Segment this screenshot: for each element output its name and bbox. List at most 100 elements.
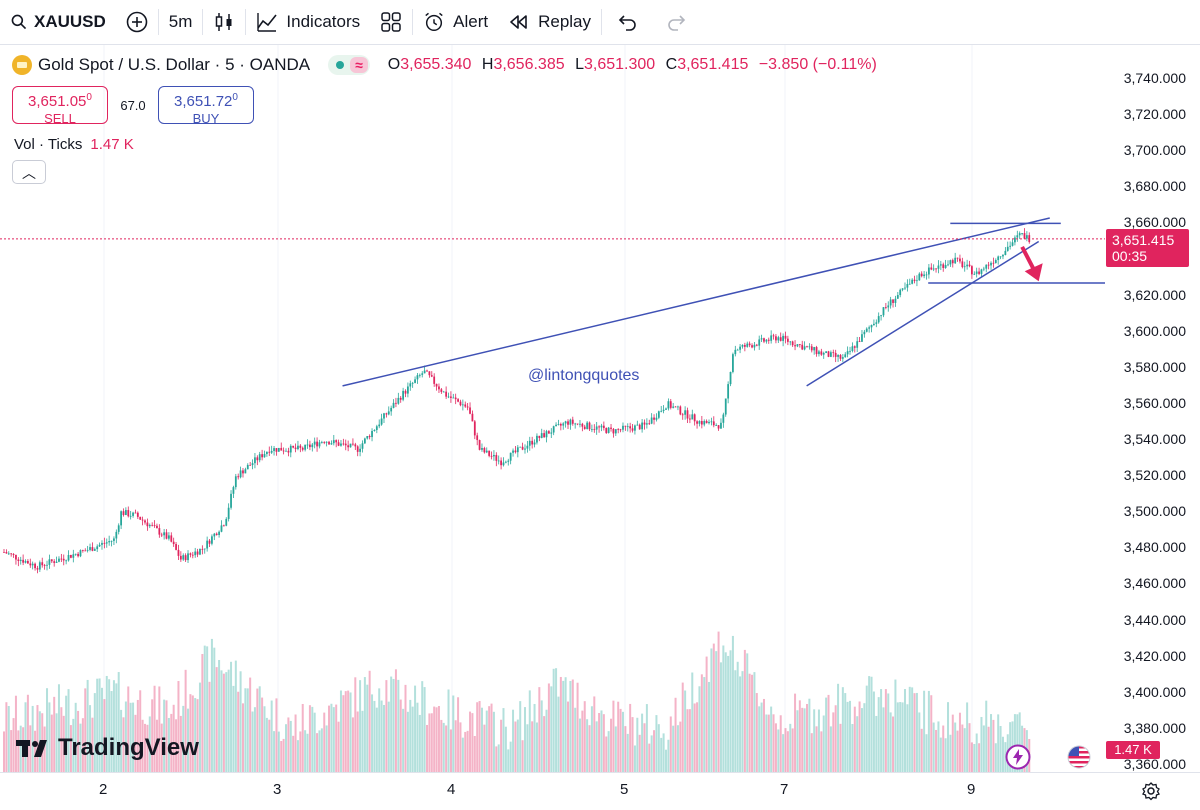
candle (356, 445, 359, 457)
replay-button[interactable]: Replay (498, 0, 601, 44)
candle (292, 445, 295, 449)
volume-bar (14, 695, 17, 772)
candle (163, 528, 166, 540)
candle (818, 349, 820, 357)
candle (806, 345, 808, 348)
interval-button[interactable]: 5m (159, 0, 203, 44)
volume-bar (497, 744, 500, 772)
volume-bar (394, 669, 397, 772)
volume-bar (796, 710, 799, 772)
candle (796, 344, 799, 348)
candle (538, 435, 541, 442)
volume-bar (244, 688, 247, 772)
volume-bar (822, 715, 825, 772)
candle (151, 522, 154, 527)
candle (280, 442, 283, 451)
volume-bar (155, 719, 158, 772)
volume-bar (136, 699, 139, 772)
volume-bar (60, 707, 63, 772)
candle (607, 426, 610, 434)
layout-button[interactable] (370, 0, 412, 44)
volume-bar (476, 702, 479, 772)
volume-bar (158, 686, 161, 772)
candle (564, 420, 567, 428)
candle (822, 351, 825, 359)
volume-bar (43, 726, 46, 772)
volume-bar (825, 697, 828, 772)
price-chart[interactable] (0, 45, 1105, 772)
price-axis[interactable]: 3,740.000 3,720.000 3,700.000 3,680.000 3,66… (1105, 45, 1200, 772)
volume-bar (598, 713, 601, 772)
candle (426, 369, 428, 373)
volume-bar (858, 701, 861, 772)
candle (571, 416, 574, 426)
candle (156, 523, 158, 529)
candle (892, 299, 894, 308)
volume-bar (829, 726, 832, 772)
volume-bar (103, 699, 106, 772)
candle (435, 383, 438, 391)
chart-type-button[interactable] (203, 0, 245, 44)
undo-button[interactable] (602, 0, 652, 44)
candle (674, 406, 677, 408)
volume-legend[interactable]: Vol · Ticks 1.47 K (14, 136, 134, 153)
volume-bar (791, 728, 794, 772)
volume-bar (794, 693, 797, 772)
volume-bar (978, 743, 981, 772)
volume-bar (268, 719, 271, 772)
market-status[interactable]: ≈ (328, 55, 370, 75)
compare-button[interactable] (116, 0, 158, 44)
trend-lines[interactable] (342, 217, 1105, 387)
volume-bar (667, 739, 670, 772)
alert-label: Alert (453, 12, 489, 31)
candle (927, 263, 930, 279)
volume-bar (610, 718, 613, 772)
alert-button[interactable]: Alert (413, 0, 498, 44)
symbol-search[interactable]: XAUUSD (0, 0, 116, 44)
volume-bar (834, 705, 837, 772)
volume-bar (471, 713, 474, 772)
volume-bar (84, 688, 87, 772)
volume-bar (323, 712, 326, 772)
time-axis[interactable]: 2 3 4 5 7 9 (0, 772, 1200, 810)
symbol-title[interactable]: Gold Spot / U.S. Dollar · 5 · OANDA (38, 55, 311, 74)
candle (598, 425, 600, 433)
buy-button[interactable]: 3,651.720 BUY (158, 86, 254, 126)
volume-bar (810, 733, 813, 772)
volume-value: 1.47 K (90, 136, 134, 153)
volume-bar (421, 681, 424, 772)
volume-bar (12, 718, 15, 772)
high-value: 3,656.385 (493, 56, 565, 73)
candle (997, 255, 1000, 265)
volume-bar (674, 697, 677, 772)
candle (129, 510, 132, 520)
us-flag-button[interactable] (1066, 744, 1092, 770)
candle (1006, 241, 1009, 252)
lightning-button[interactable] (1005, 744, 1031, 770)
volume-bar (241, 703, 244, 772)
candle (688, 414, 691, 424)
candle (354, 442, 357, 450)
volume-bar (177, 681, 180, 772)
candle (239, 466, 242, 479)
collapse-legend-button[interactable]: ︿ (12, 160, 46, 184)
candle (117, 523, 120, 535)
volume-bar (844, 693, 847, 772)
candle (650, 413, 653, 425)
chart-settings-button[interactable] (1141, 781, 1161, 806)
candle (170, 532, 173, 543)
indicators-button[interactable]: Indicators (246, 0, 370, 44)
candle (949, 259, 952, 267)
candle (175, 541, 177, 551)
divider (601, 9, 603, 35)
candle (323, 441, 326, 445)
candle (853, 345, 856, 353)
sell-button[interactable]: 3,651.050 SELL (12, 86, 108, 126)
candle (698, 420, 701, 427)
candle (567, 419, 569, 430)
redo-button[interactable] (652, 0, 702, 44)
volume-bar (77, 710, 80, 772)
candle (490, 451, 493, 460)
candle (428, 371, 431, 378)
candle (316, 437, 318, 452)
